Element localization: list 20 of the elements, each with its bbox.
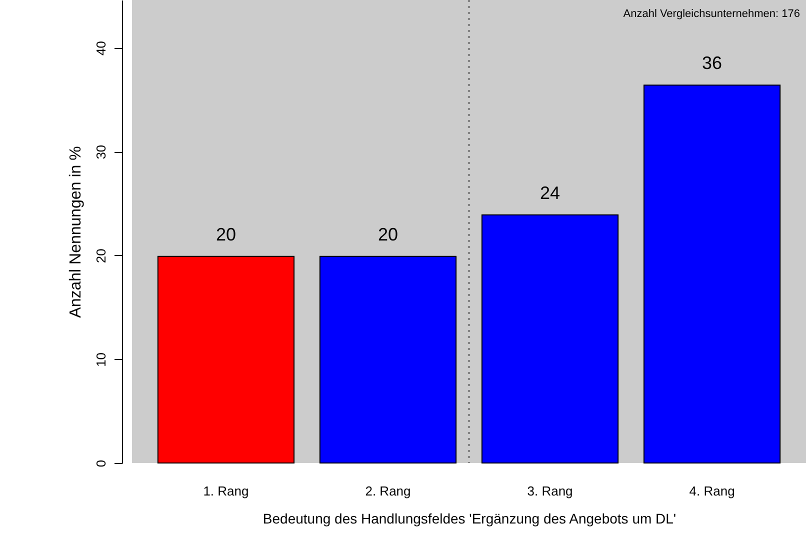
bar	[157, 256, 295, 464]
data-label: 20	[378, 224, 398, 244]
y-axis-title: Anzahl Nennungen in %	[68, 146, 84, 318]
x-tick-label: 2. Rang	[365, 484, 411, 498]
bar	[643, 84, 781, 464]
y-tick-label: 20	[94, 248, 108, 264]
y-tick-label: 10	[94, 352, 108, 367]
bar	[481, 214, 619, 464]
x-tick-label: 4. Rang	[689, 484, 735, 498]
y-tick-label: 0	[94, 460, 108, 468]
bar	[319, 256, 457, 464]
data-label: 20	[216, 224, 236, 244]
y-tick-label: 30	[94, 144, 108, 160]
data-label: 24	[540, 182, 560, 203]
x-axis-title: Bedeutung des Handlungsfeldes 'Ergänzung des Angebots um DL'	[262, 510, 676, 526]
x-tick-label: 1. Rang	[203, 484, 249, 498]
annotation: Anzahl Vergleichsunternehmen: 176	[623, 8, 800, 20]
x-tick-label: 3. Rang	[527, 484, 573, 498]
y-tick-label: 40	[94, 41, 108, 56]
data-label: 36	[702, 53, 722, 74]
